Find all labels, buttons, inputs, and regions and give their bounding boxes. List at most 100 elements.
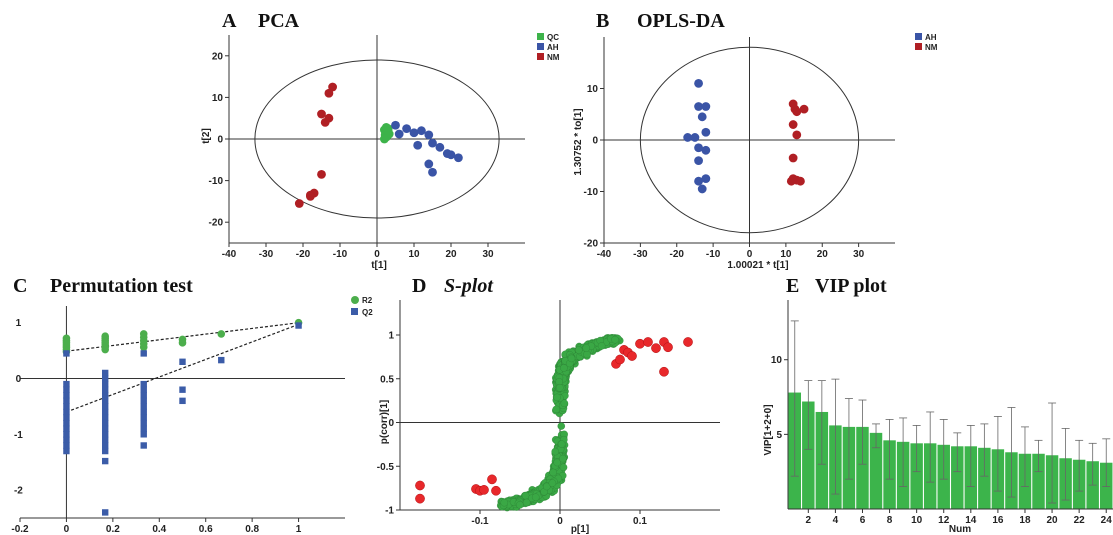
point-nm — [788, 153, 798, 163]
x-tick-label: 8 — [887, 515, 893, 526]
point-q2 — [101, 457, 109, 465]
y-tick-label: -20 — [209, 218, 224, 229]
point-variable — [557, 440, 566, 448]
point-variable — [553, 393, 561, 402]
point-nm — [324, 88, 334, 98]
pca-plot: -40 -30 -20 -10 0 10 20 30 -20 -10 0 10 20 — [209, 35, 525, 260]
point-q2 — [140, 442, 147, 449]
vip-ylabel: VIP[1+2+0] — [763, 404, 774, 455]
point-nm — [324, 113, 334, 123]
point-variable — [556, 384, 564, 392]
point-variable — [597, 342, 606, 350]
x-tick-label: 1 — [296, 524, 302, 535]
point-qc — [380, 134, 389, 144]
point-r2 — [139, 343, 148, 352]
x-tick-label: 20 — [445, 249, 457, 260]
point-ah — [428, 138, 437, 148]
point-ah — [701, 174, 711, 184]
splot-ylabel: p(corr)[1] — [379, 400, 390, 444]
y-tick-label: 0 — [16, 374, 22, 385]
panel-a-letter: A — [222, 10, 237, 32]
y-tick-label: 1 — [16, 318, 22, 329]
oplsda-legend: AH NM — [915, 33, 938, 52]
x-tick-label: 0 — [64, 524, 70, 535]
point-q2 — [101, 380, 109, 388]
point-q2 — [140, 392, 147, 399]
point-q2 — [101, 509, 109, 516]
x-tick-label: -0.1 — [471, 516, 489, 527]
x-tick-label: -0.2 — [11, 524, 29, 535]
point-q2 — [63, 403, 70, 410]
point-q2 — [140, 408, 147, 416]
panel-c-title: Permutation test — [50, 275, 193, 297]
point-variable — [574, 346, 583, 354]
point-ah — [446, 150, 456, 160]
x-tick-label: 24 — [1101, 515, 1113, 526]
point-significant-variable — [491, 485, 501, 496]
point-nm — [792, 130, 802, 140]
legend-label-ah: AH — [547, 43, 559, 52]
point-ah — [701, 102, 711, 111]
x-tick-label: 0.8 — [245, 524, 259, 535]
s-plot: -0.1 0 0.1 -1 -0.5 0 0.5 1 — [377, 300, 720, 527]
point-significant-variable — [627, 351, 637, 361]
point-nm — [792, 107, 802, 117]
point-q2 — [101, 436, 109, 444]
y-tick-label: 10 — [212, 93, 224, 104]
x-tick-label: 30 — [853, 249, 865, 260]
point-nm — [799, 104, 809, 114]
x-tick-label: -30 — [633, 249, 648, 260]
point-q2 — [179, 397, 186, 405]
point-q2 — [140, 380, 147, 388]
x-tick-label: 0.1 — [633, 516, 647, 527]
x-tick-label: 18 — [1019, 515, 1031, 526]
legend-marker-r2 — [351, 296, 359, 304]
point-ah — [683, 133, 693, 142]
panel-e-letter: E — [786, 275, 799, 297]
y-tick-label: 5 — [776, 430, 782, 441]
hotelling-ellipse — [639, 46, 860, 234]
point-q2 — [101, 397, 109, 405]
point-ah — [402, 124, 411, 133]
permutation-plot: -0.2 0 0.2 0.4 0.6 0.8 1 -2 -1 0 1 — [11, 306, 345, 535]
point-nm — [294, 199, 304, 208]
permutation-legend: R2 Q2 — [351, 296, 373, 317]
point-variable — [531, 493, 540, 501]
point-ah — [697, 184, 707, 194]
point-variable — [552, 405, 560, 414]
vip-bar — [910, 443, 923, 509]
point-q2 — [63, 431, 70, 438]
point-nm — [317, 169, 326, 179]
point-variable — [582, 344, 591, 352]
point-r2 — [101, 345, 109, 354]
x-tick-label: 20 — [817, 249, 829, 260]
point-ah — [454, 153, 463, 163]
legend-label-nm: NM — [925, 43, 938, 52]
x-tick-label: 0.4 — [152, 524, 166, 535]
point-variable — [522, 498, 531, 507]
point-q2 — [101, 419, 109, 427]
x-tick-label: 10 — [911, 515, 923, 526]
point-variable — [543, 482, 551, 491]
panel-b-letter: B — [596, 10, 609, 32]
splot-xlabel: p[1] — [571, 524, 589, 535]
x-tick-label: -40 — [597, 249, 612, 260]
pca-ylabel: t[2] — [201, 128, 212, 144]
point-q2 — [63, 425, 70, 432]
point-q2 — [101, 386, 109, 393]
point-q2 — [63, 419, 70, 427]
legend-label-r2: R2 — [362, 296, 373, 305]
x-tick-label: 30 — [482, 249, 494, 260]
point-variable — [560, 399, 569, 408]
point-q2 — [218, 356, 225, 364]
legend-marker-q2 — [351, 308, 358, 315]
point-q2 — [63, 392, 70, 399]
y-tick-label: -10 — [584, 187, 599, 198]
point-q2 — [140, 419, 147, 427]
point-significant-variable — [635, 338, 645, 349]
point-ah — [694, 102, 703, 111]
point-nm — [788, 120, 798, 129]
point-q2 — [101, 408, 109, 416]
point-q2 — [140, 431, 147, 438]
